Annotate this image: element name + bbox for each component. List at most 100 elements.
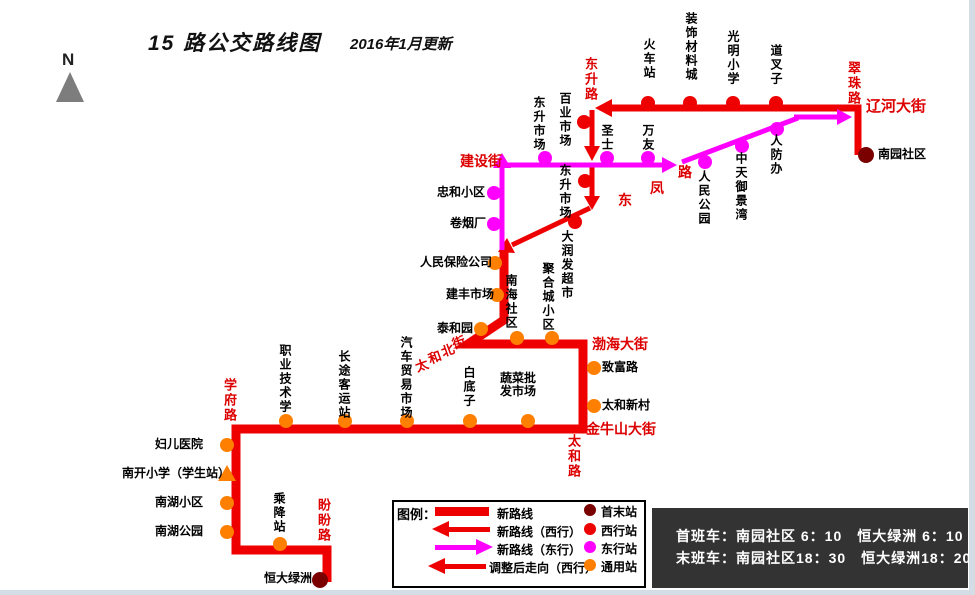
- station-label-qichemaoyishichang: 汽车贸易市场: [399, 336, 413, 420]
- street-cuizhu-lu: 翠珠路: [846, 61, 861, 106]
- legend-adjusted-arrowhead-icon: [428, 558, 445, 574]
- station-dot-hengdalvzhou-terminal: [312, 572, 328, 588]
- update-date: 2016年1月更新: [350, 36, 452, 53]
- legend-adjusted-arrow-line-icon: [444, 564, 486, 569]
- station-dot-taihexincun: [587, 399, 601, 413]
- station-label-shengshi: 圣士: [600, 124, 614, 152]
- station-label-baidizi: 白底子: [462, 366, 476, 408]
- station-dot-zhifulu: [587, 361, 601, 375]
- station-label-juanyanchang: 卷烟厂: [450, 216, 487, 230]
- station-label-taihexincun: 太和新村: [602, 398, 651, 412]
- station-label-dongshengshichang-west: 东升市场: [558, 164, 572, 220]
- legend-title: 图例：: [397, 507, 437, 522]
- north-arrow-icon: [56, 72, 84, 102]
- station-dot-huochezhan: [641, 96, 655, 110]
- station-label-guangmingxiaoxue: 光明小学: [726, 30, 740, 86]
- station-dot-baiyeshichang: [577, 115, 591, 129]
- station-dot-baidizi: [463, 414, 477, 428]
- street-taihe-lu: 太和路: [566, 434, 581, 479]
- arrow-west-liaohe-icon: [595, 99, 612, 117]
- street-xuefu-lu: 学府路: [222, 378, 237, 423]
- station-dot-dongshengshichang-west: [578, 174, 592, 188]
- arrow-down-dongsheng-1-icon: [584, 146, 600, 161]
- legend-eastbound-arrow-line-icon: [435, 545, 477, 550]
- legend-new-route-line-icon: [435, 507, 489, 516]
- street-bohai-dajie: 渤海大街: [592, 336, 648, 352]
- station-dot-qichemaoyishichang: [400, 414, 414, 428]
- station-dot-nanhuxiaoqu: [220, 496, 234, 510]
- station-dot-juhechengxiaoqu: [545, 331, 559, 345]
- station-dot-zhonghexiaoqu: [487, 186, 501, 200]
- station-label-nanyuanshequ: 南园社区: [878, 147, 927, 161]
- station-dot-zhiyejishuxue: [279, 414, 293, 428]
- station-label-fueryiyuan: 妇儿医院: [155, 437, 204, 451]
- legend-common-stop-dot-icon: [584, 559, 596, 571]
- common-stops: [220, 256, 601, 551]
- station-label-daochazi: 道叉子: [769, 44, 783, 86]
- legend-westbound-stop-dot-icon: [584, 523, 596, 535]
- station-dot-jianfengshichang: [490, 288, 504, 302]
- station-dot-renmingongyuan: [698, 155, 712, 169]
- station-label-taiheyuan: 泰和园: [437, 321, 474, 335]
- station-label-zhiyejishuxue: 职业技术学: [278, 344, 292, 414]
- arrow-down-dongsheng-2-icon: [584, 196, 600, 210]
- station-dot-renfangban: [770, 122, 784, 136]
- schedule-last-bus: 末班车：南园社区18：30 恒大绿洲18：20: [676, 550, 972, 566]
- station-dot-shucaipifashichang: [521, 414, 535, 428]
- station-label-jianfengshichang: 建丰市场: [446, 287, 495, 301]
- street-jianshe-jie: 建设街: [460, 153, 502, 169]
- station-label-hengdalvzhou: 恒大绿洲: [264, 571, 313, 585]
- legend-label-new-route-west: 新路线（西行）: [497, 525, 582, 539]
- station-label-zhifulu: 致富路: [602, 360, 639, 374]
- station-dot-nanhugongyuan: [220, 525, 234, 539]
- station-dot-shengshi: [600, 151, 614, 165]
- page-title: 15 路公交路线图: [148, 32, 322, 55]
- street-dongfeng-char-2: 凤: [650, 180, 664, 196]
- station-label-nanhuxiaoqu: 南湖小区: [155, 495, 204, 509]
- station-label-nankaixiaoxue: 南开小学（学生站）: [122, 466, 231, 480]
- north-label: N: [62, 50, 75, 69]
- station-dot-dongshengshichang-east: [538, 151, 552, 165]
- legend-label-new-route: 新路线: [497, 507, 534, 521]
- window-edge-right: [969, 0, 975, 595]
- westbound-stops: [568, 96, 783, 229]
- station-label-renmingongyuan: 人民公园: [697, 170, 711, 226]
- arrow-east-cuizhu-icon: [837, 109, 852, 125]
- station-dot-changtukeyunzhan: [338, 414, 352, 428]
- eastbound-stops: [487, 122, 784, 231]
- station-label-huochezhan: 火车站: [642, 38, 656, 80]
- legend-eastbound-arrowhead-icon: [476, 539, 493, 555]
- schedule-first-bus: 首班车：南园社区 6：10 恒大绿洲 6：10: [676, 528, 964, 544]
- station-dot-daochazi: [769, 96, 783, 110]
- window-edge-bottom: [0, 590, 975, 595]
- station-label-changtukeyunzhan: 长途客运站: [337, 350, 351, 420]
- legend-westbound-arrowhead-icon: [432, 521, 449, 537]
- station-label-renfangban: 人防办: [769, 134, 783, 176]
- street-dongfeng-char-1: 东: [618, 192, 632, 208]
- station-label-nanhaishequ: 南海社区: [504, 274, 518, 330]
- station-label-renminbaoxian: 人民保险公司: [420, 255, 493, 269]
- station-dot-zhongtianyujingwan: [735, 139, 749, 153]
- street-dongfeng-char-3: 路: [678, 164, 692, 180]
- schedule-box: [652, 508, 968, 588]
- legend-westbound-arrow-line-icon: [448, 527, 490, 532]
- legend-eastbound-stop-dot-icon: [584, 541, 596, 553]
- station-dot-darunfachaoshi: [568, 215, 582, 229]
- station-dot-zhuangshicailiaocheng: [683, 96, 697, 110]
- station-label-zhonghexiaoqu: 忠和小区: [437, 185, 486, 199]
- street-panpan-lu: 盼盼路: [316, 498, 331, 543]
- legend-label-westbound-stop: 西行站: [601, 524, 638, 538]
- station-label-nanhugongyuan: 南湖公园: [155, 524, 204, 538]
- arrow-east-dongfeng-icon: [662, 157, 677, 173]
- legend-label-terminal-stop: 首末站: [601, 505, 638, 519]
- station-label-dongshengshichang-east: 东升市场: [532, 96, 546, 152]
- station-triangle-nankaixiaoxue: [218, 465, 236, 481]
- station-label-wanyou: 万友: [641, 124, 655, 152]
- station-dot-chengjiangzhan: [273, 537, 287, 551]
- route-line-westbound-diagonal: [510, 205, 592, 248]
- station-dot-guangmingxiaoxue: [726, 96, 740, 110]
- station-label-darunfachaoshi: 大润发超市: [560, 230, 574, 300]
- legend-label-adjusted-west: 调整后走向（西行）: [489, 561, 598, 575]
